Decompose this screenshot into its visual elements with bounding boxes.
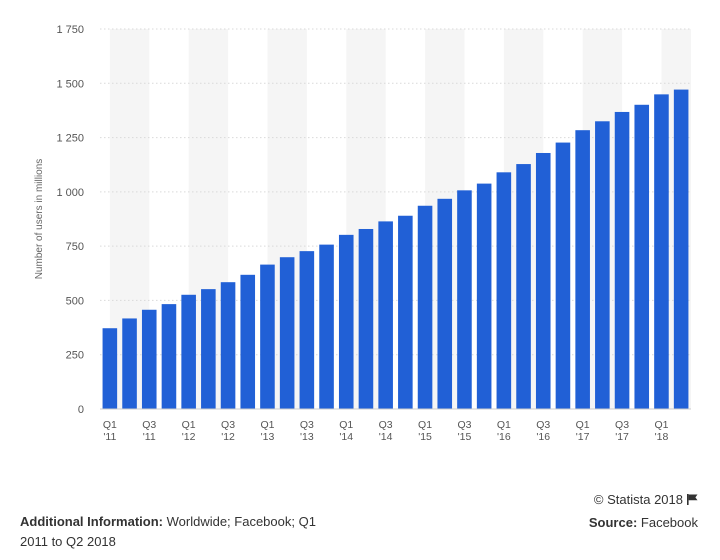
bar[interactable]: Q2 '15: 968 (437, 198, 453, 409)
bar[interactable]: Q2 '18: 1471 (673, 89, 689, 409)
x-tick-label: Q3'15 (457, 419, 471, 443)
x-tick-label: Q3'16 (536, 419, 550, 443)
bar[interactable]: Q1 '18: 1449 (654, 94, 669, 410)
bar-chart: Q1 '11: 372 Q2 '11: 417 Q3 '11: 457Q4 '11:… (34, 24, 691, 443)
x-axis-ticks: Q1'11 Q3'11 Q1'12 Q3'12 Q1'13 Q3'13 Q1'14 Q3'14… (103, 419, 669, 443)
x-tick-label: Q1'11 (103, 419, 117, 443)
x-tick-label: Q1'18 (654, 419, 668, 443)
bar[interactable]: Q2 '11: 417 (122, 318, 137, 409)
source-text: Facebook (640, 515, 698, 530)
bar[interactable]: Q2 '16: 1128 (516, 164, 531, 409)
x-tick-label: Q1'16 (497, 419, 511, 443)
bar[interactable]: Q4 '13: 757 (319, 244, 334, 409)
bar[interactable]: Q3 '16: 1179 (535, 152, 551, 409)
y-tick-label: 1 000 (56, 187, 84, 199)
x-tick-label: Q1'17 (576, 419, 590, 443)
copyright-text: © Statista 2018 (593, 492, 683, 507)
x-tick-label: Q1'14 (339, 419, 353, 443)
y-tick-label: 750 (66, 241, 84, 253)
bar[interactable]: Q4 '12: 618 (240, 274, 256, 409)
bar[interactable]: Q3 '11: 457 (141, 309, 157, 409)
bar[interactable]: Q3 '15: 1007 (457, 190, 472, 409)
bar[interactable]: Q1 '16: 1090 (496, 172, 512, 409)
x-tick-label: Q3'14 (379, 419, 393, 443)
bar[interactable]: Q1 '17: 1284 (575, 130, 590, 409)
x-tick-label: Q1'13 (260, 419, 274, 443)
bar[interactable]: Q4 '17: 1401 (634, 104, 650, 409)
bar[interactable]: Q1 '14: 802 (338, 234, 354, 409)
y-tick-label: 0 (78, 404, 84, 416)
additional-info-label: Additional Information: (20, 514, 163, 529)
source-line: Source: Facebook (589, 511, 698, 534)
x-tick-label: Q1'12 (182, 419, 196, 443)
bar[interactable]: Q2 '17: 1325 (595, 121, 610, 410)
additional-information: Additional Information: Worldwide; Faceb… (20, 512, 340, 552)
bar[interactable]: Q3 '17: 1368 (614, 111, 630, 409)
bar[interactable]: Q1 '11: 372 (102, 328, 118, 409)
source-label: Source: (588, 515, 638, 530)
x-tick-label: Q3'13 (300, 419, 314, 443)
gridlines (100, 28, 691, 356)
x-tick-label: Q3'17 (615, 419, 629, 443)
bar[interactable]: Q3 '14: 864 (378, 221, 393, 409)
bar[interactable]: Q2 '12: 552 (201, 289, 216, 409)
y-axis-label: Number of users in millions (34, 159, 45, 280)
x-tick-label: Q1'15 (418, 419, 432, 443)
bars: Q1 '11: 372 Q2 '11: 417 Q3 '11: 457Q4 '11:… (102, 89, 689, 410)
footer-right: © Statista 2018 Source: Facebook (589, 488, 698, 534)
bar[interactable]: Q4 '15: 1038 (476, 183, 492, 409)
x-tick-label: Q3'11 (142, 419, 156, 443)
bar[interactable]: Q4 '11: 483 (161, 304, 177, 409)
bar[interactable]: Q4 '16: 1227 (555, 142, 571, 409)
bar[interactable]: Q1 '15: 936 (417, 205, 433, 409)
bar[interactable]: Q1 '12: 526 (181, 294, 196, 409)
x-tick-label: Q3'12 (221, 419, 235, 443)
bar[interactable]: Q2 '14: 829 (358, 228, 374, 409)
y-tick-label: 1 750 (56, 24, 84, 36)
bar[interactable]: Q1 '13: 665 (260, 264, 275, 409)
y-axis-ticks: 0 250 500 750 1 000 1 250 1 500 1 750 (56, 24, 84, 416)
y-tick-label: 1 250 (56, 133, 84, 145)
y-tick-label: 500 (66, 295, 84, 307)
y-tick-label: 1 500 (56, 78, 84, 90)
bar[interactable]: Q4 '14: 890 (398, 215, 413, 409)
bar[interactable]: Q2 '13: 699 (279, 257, 295, 409)
bar[interactable]: Q3 '12: 584 (220, 282, 236, 409)
bar[interactable]: Q3 '13: 727 (299, 251, 315, 409)
copyright-line[interactable]: © Statista 2018 (589, 488, 698, 511)
y-tick-label: 250 (66, 350, 84, 362)
additional-info-text: Worldwide; Facebook; Q1 2011 to Q2 2018 (20, 514, 316, 549)
flag-icon[interactable] (687, 494, 698, 505)
